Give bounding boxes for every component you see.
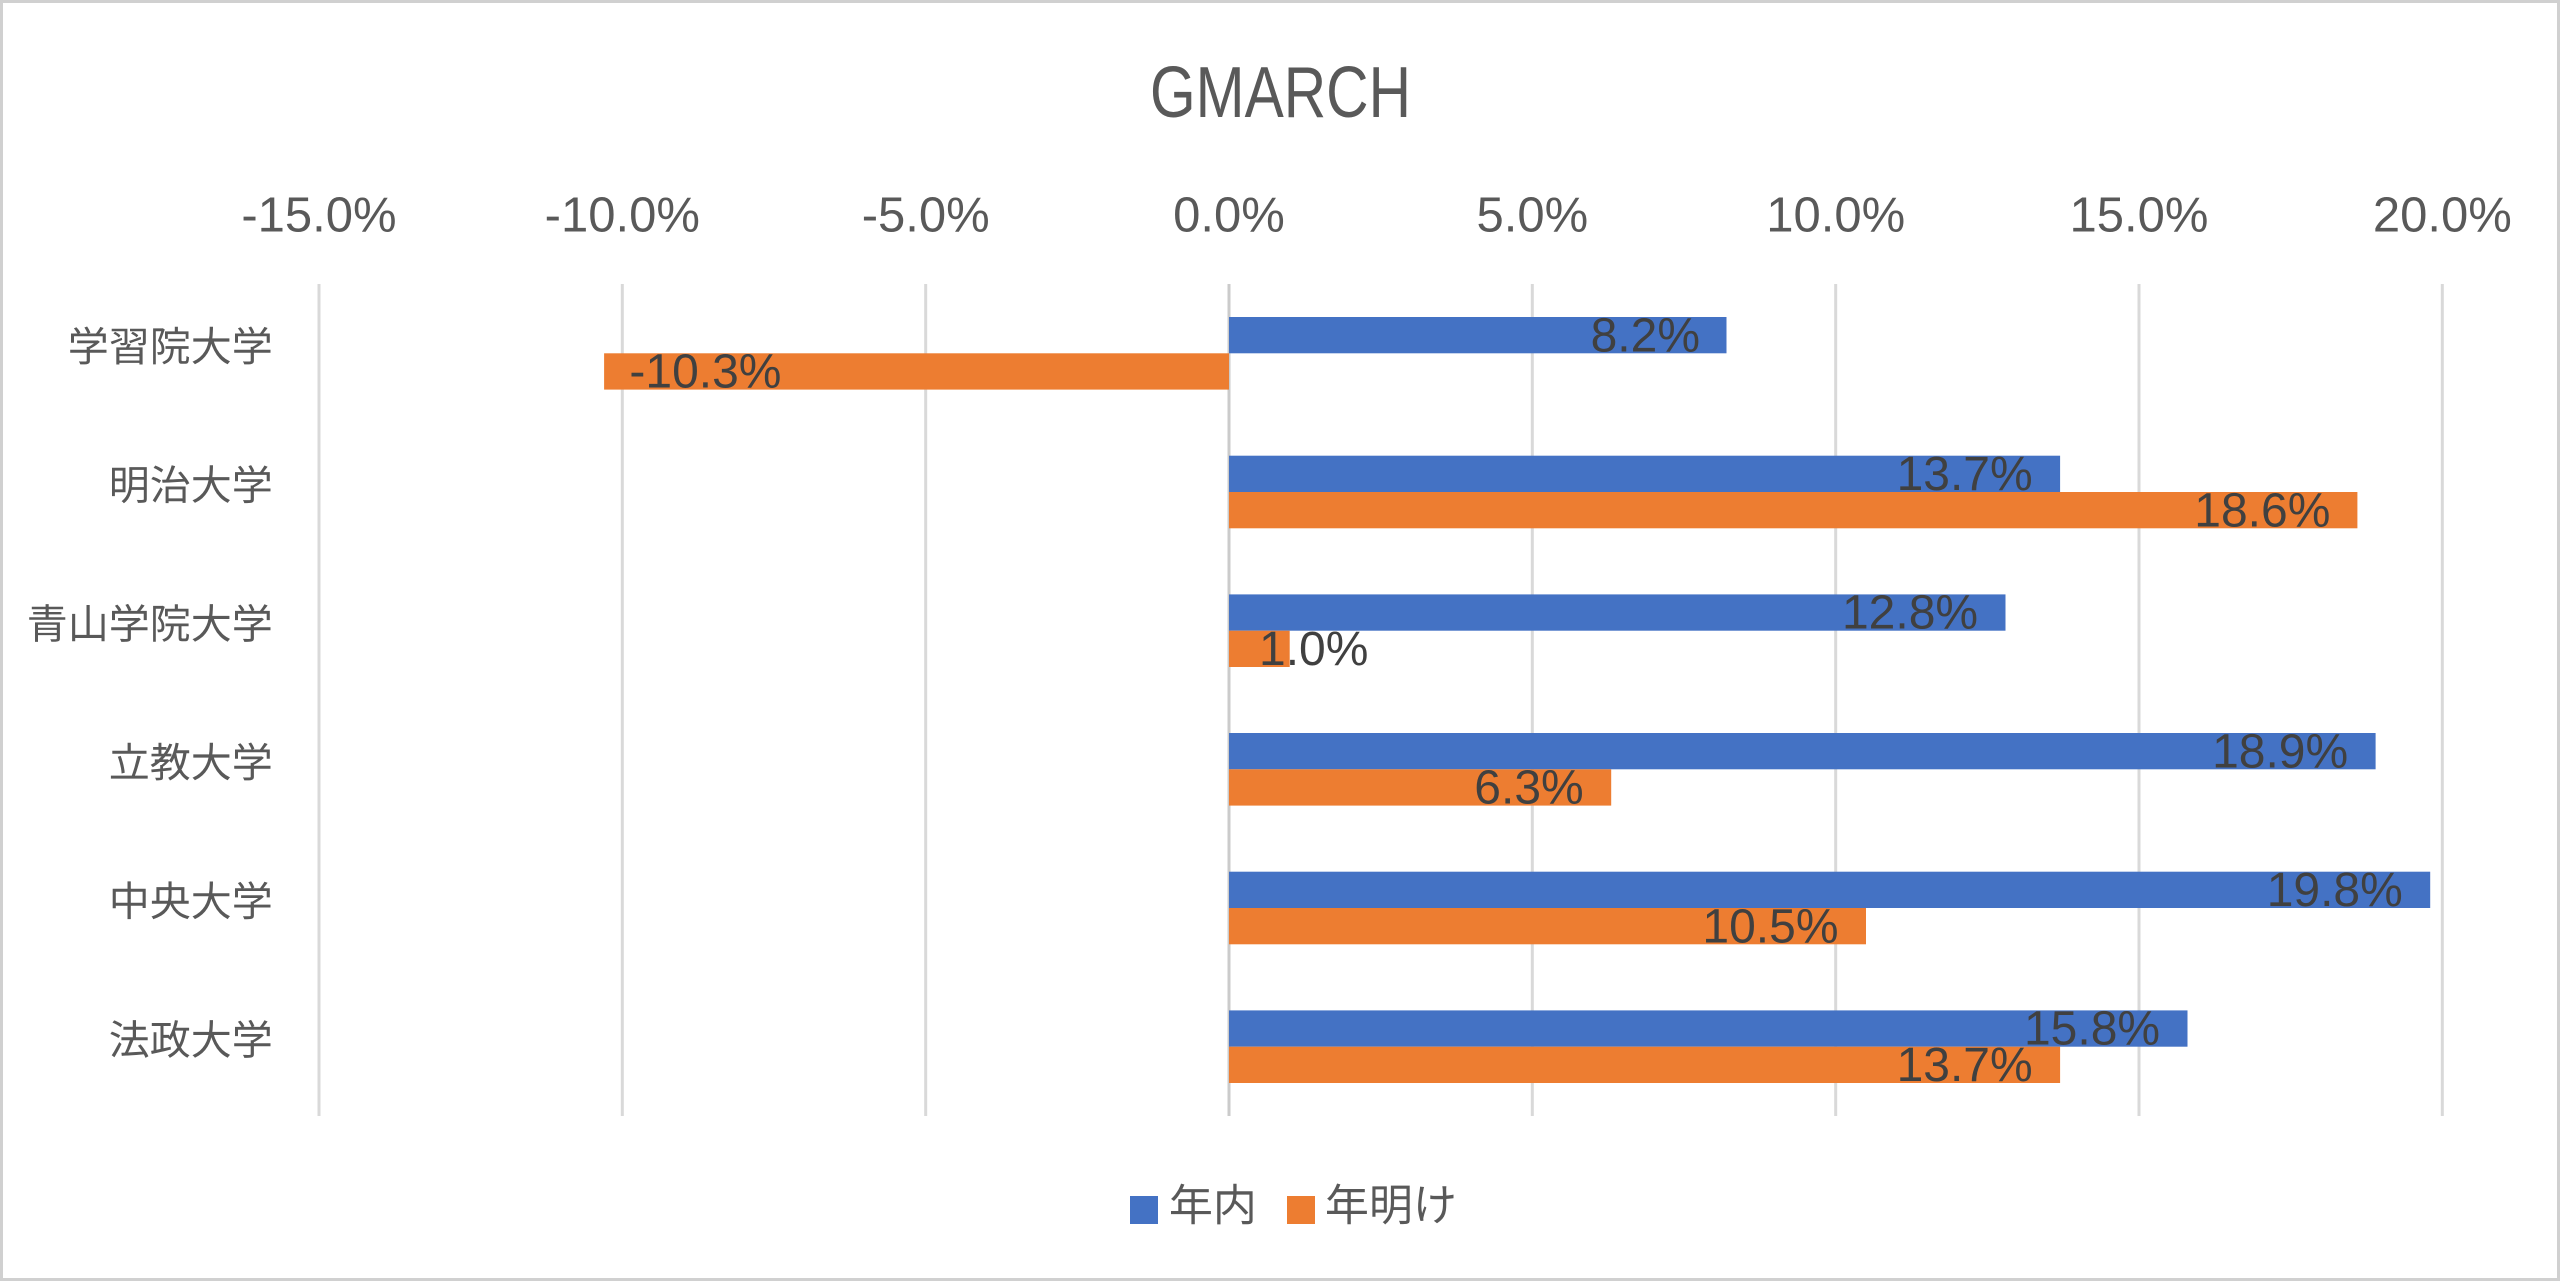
svg-text:6.3%: 6.3%	[1474, 762, 1583, 815]
svg-text:-10.0%: -10.0%	[545, 189, 700, 243]
svg-text:GMARCH: GMARCH	[1150, 53, 1411, 133]
svg-text:12.8%: 12.8%	[1842, 587, 1978, 640]
svg-text:18.9%: 18.9%	[2212, 725, 2348, 778]
svg-text:13.7%: 13.7%	[1897, 1039, 2033, 1092]
svg-text:20.0%: 20.0%	[2373, 189, 2512, 243]
svg-text:19.8%: 19.8%	[2267, 864, 2403, 917]
svg-text:-5.0%: -5.0%	[862, 189, 990, 243]
svg-text:10.0%: 10.0%	[1766, 189, 1905, 243]
svg-text:1.0%: 1.0%	[1259, 623, 1368, 676]
svg-text:-15.0%: -15.0%	[241, 189, 396, 243]
svg-text:0.0%: 0.0%	[1173, 189, 1285, 243]
svg-text:10.5%: 10.5%	[1702, 900, 1838, 953]
svg-text:15.0%: 15.0%	[2070, 189, 2209, 243]
svg-text:15.8%: 15.8%	[2024, 1003, 2160, 1056]
svg-text:8.2%: 8.2%	[1591, 309, 1700, 362]
svg-text:13.7%: 13.7%	[1897, 448, 2033, 501]
svg-text:18.6%: 18.6%	[2194, 484, 2330, 537]
svg-text:5.0%: 5.0%	[1476, 189, 1588, 243]
svg-text:-10.3%: -10.3%	[629, 346, 781, 399]
